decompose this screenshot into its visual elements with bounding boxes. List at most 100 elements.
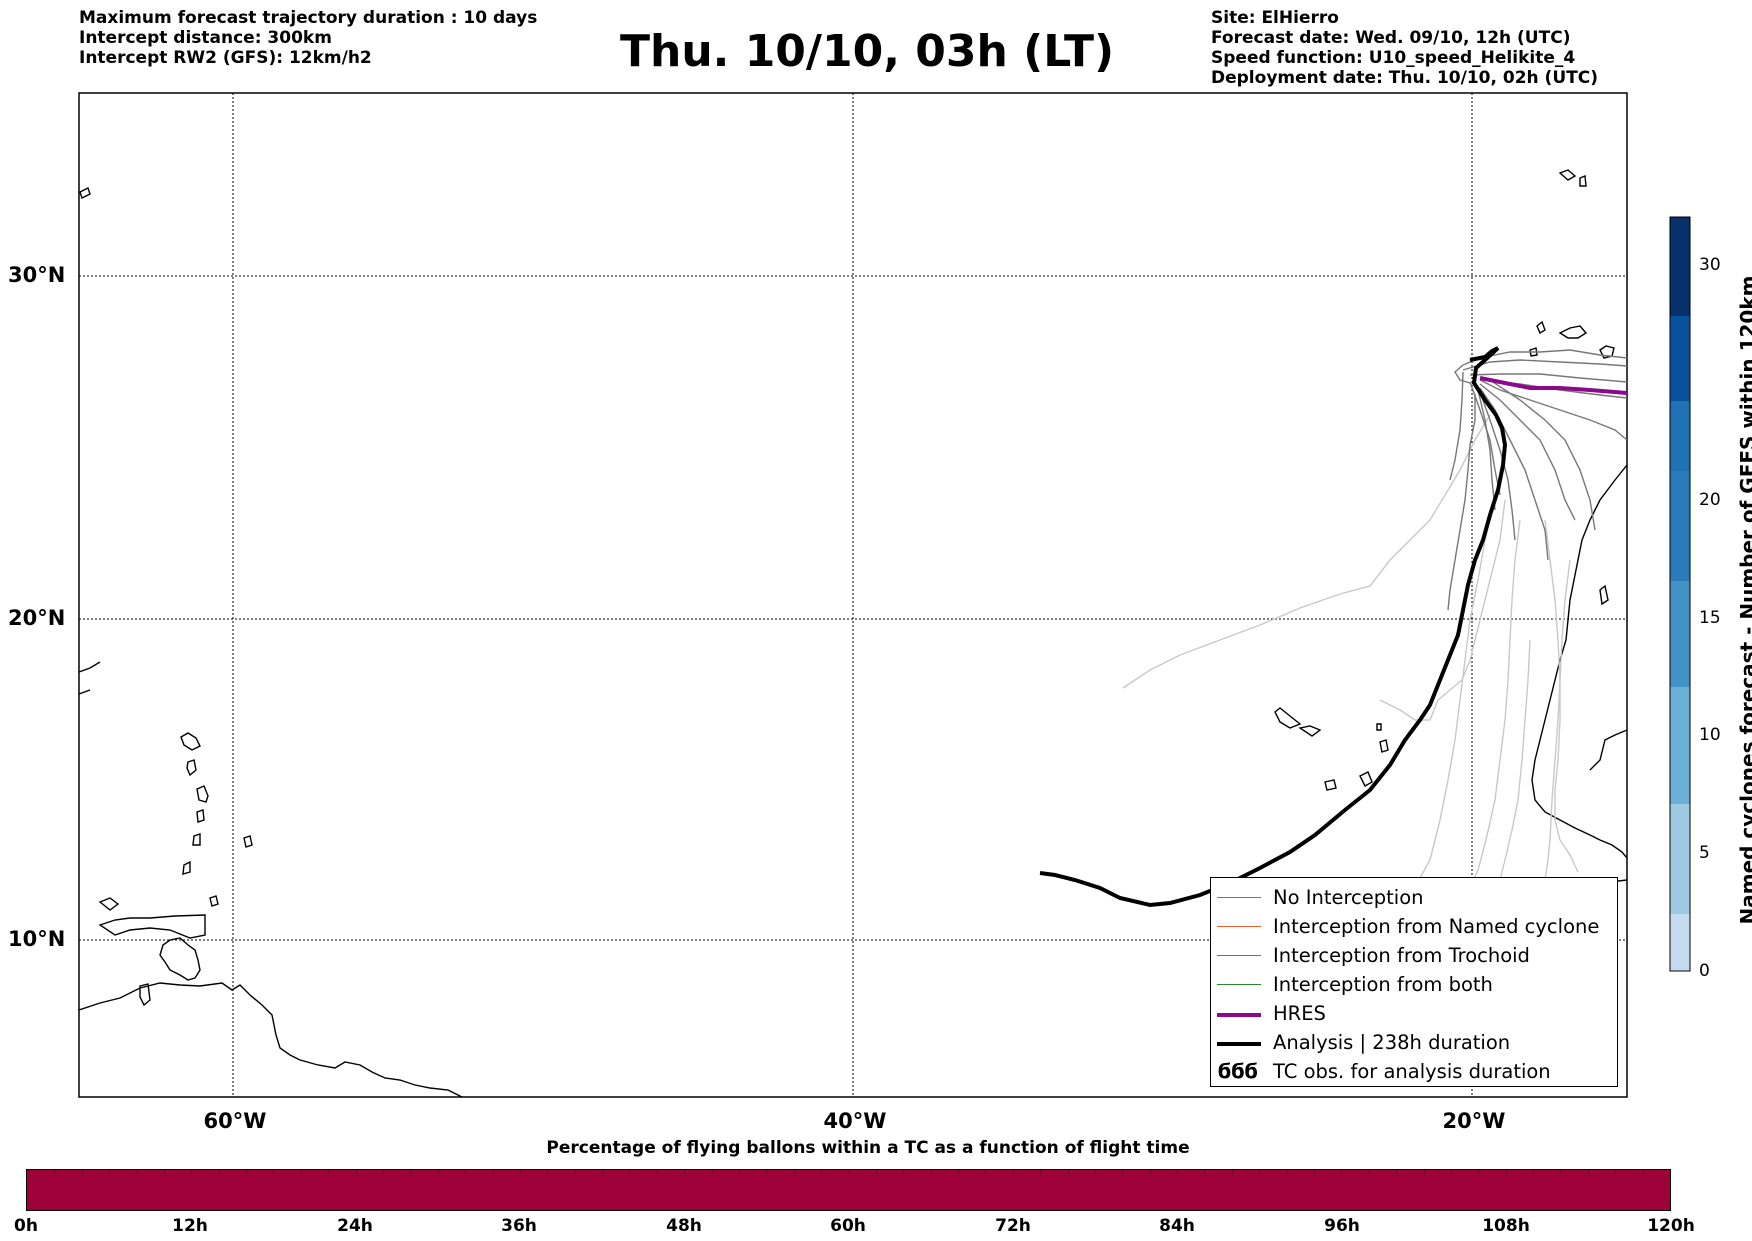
bottom-bar-gridline [602, 1170, 604, 1175]
bottom-bar-gridline [793, 1170, 795, 1175]
lon-label-60w: 60°W [203, 1109, 267, 1133]
info-deployment-date: Deployment date: Thu. 10/10, 02h (UTC) [1211, 68, 1598, 88]
colorbar-tick-30: 30 [1699, 255, 1721, 275]
info-intercept-distance: Intercept distance: 300km [79, 28, 332, 48]
bar-tick-24h: 24h [337, 1216, 373, 1236]
bar-tick-36h: 36h [501, 1216, 537, 1236]
bar-tick-12h: 12h [172, 1216, 208, 1236]
bottom-bar-gridline [1505, 1170, 1507, 1175]
legend-swatch-both [1217, 984, 1261, 985]
info-left-block: Maximum forecast trajectory duration : 1… [79, 8, 537, 68]
bottom-bar-gridline [1012, 1170, 1014, 1175]
bottom-bar-gridline [1423, 1170, 1425, 1175]
legend-swatch-trochoid [1217, 955, 1261, 956]
bottom-bar-gridline [1040, 1170, 1042, 1175]
legend-swatch-named-cyclone [1217, 926, 1261, 927]
bottom-bar-gridline [766, 1170, 768, 1175]
bottom-bar-gridline [821, 1170, 823, 1175]
bottom-bar-gridline [1204, 1170, 1206, 1175]
page-title: Thu. 10/10, 03h (LT) [620, 26, 1115, 77]
bottom-bar-gridline [958, 1170, 960, 1175]
bottom-bar-gridline [218, 1170, 220, 1175]
bottom-bar-gridline [109, 1170, 111, 1175]
bottom-bar-gridline [930, 1170, 932, 1175]
bottom-bar-gridline [547, 1170, 549, 1175]
colorbar-label: Named cyclones forecast - Number of GEFS… [1736, 275, 1752, 925]
lat-label-20n: 20°N [8, 606, 66, 630]
coastlines [79, 169, 1627, 1097]
lon-label-40w: 40°W [823, 1109, 887, 1133]
bottom-bar-gridline [656, 1170, 658, 1175]
legend-item-hres: HRES [1211, 999, 1617, 1028]
bottom-bar-gridline [410, 1170, 412, 1175]
bar-tick-108h: 108h [1482, 1216, 1530, 1236]
bottom-bar-gridline [136, 1170, 138, 1175]
legend-label: TC obs. for analysis duration [1273, 1060, 1551, 1083]
legend-label: Analysis | 238h duration [1273, 1031, 1511, 1054]
analysis-trajectory [1039, 346, 1508, 908]
bottom-bar-gridline [875, 1170, 877, 1175]
info-site: Site: ElHierro [1211, 8, 1339, 28]
info-right-block: Site: ElHierro Forecast date: Wed. 09/10… [1211, 8, 1598, 88]
bottom-bar-gridline [273, 1170, 275, 1175]
colorbar [1669, 216, 1691, 972]
legend-label: Interception from both [1273, 973, 1493, 996]
bar-tick-84h: 84h [1159, 1216, 1195, 1236]
bottom-bar-gridline [1396, 1170, 1398, 1175]
colorbar-tick-15: 15 [1699, 608, 1721, 628]
colorbar-tick-5: 5 [1699, 843, 1710, 863]
bottom-bar-gridline [1314, 1170, 1316, 1175]
legend-item-tc-obs: ϭϭϭ TC obs. for analysis duration [1211, 1057, 1617, 1086]
legend: No Interception Interception from Named … [1210, 877, 1618, 1087]
bottom-bar-gridline [465, 1170, 467, 1175]
info-forecast-date: Forecast date: Wed. 09/10, 12h (UTC) [1211, 28, 1571, 48]
legend-item-named-cyclone: Interception from Named cyclone [1211, 912, 1617, 941]
bottom-bar-gridline [437, 1170, 439, 1175]
lon-label-20w: 20°W [1442, 1109, 1506, 1133]
colorbar-tick-10: 10 [1699, 725, 1721, 745]
bottom-bar-gridline [300, 1170, 302, 1175]
bottom-bar-gridline [1286, 1170, 1288, 1175]
bar-tick-48h: 48h [666, 1216, 702, 1236]
bottom-bar-gridline [738, 1170, 740, 1175]
bottom-bar-gridline [1368, 1170, 1370, 1175]
bottom-bar-gridline [1615, 1170, 1617, 1175]
legend-item-analysis: Analysis | 238h duration [1211, 1028, 1617, 1057]
bottom-bar-gridline [629, 1170, 631, 1175]
legend-item-both: Interception from both [1211, 970, 1617, 999]
info-max-duration: Maximum forecast trajectory duration : 1… [79, 8, 538, 28]
legend-label: Interception from Trochoid [1273, 944, 1530, 967]
bottom-bar-gridline [1177, 1170, 1179, 1175]
bottom-bar-gridline [1642, 1170, 1644, 1175]
legend-swatch-hres [1217, 1013, 1261, 1017]
colorbar-tick-0: 0 [1699, 961, 1710, 981]
bottom-bar-gridline [711, 1170, 713, 1175]
bar-tick-72h: 72h [995, 1216, 1031, 1236]
legend-label: HRES [1273, 1002, 1326, 1025]
legend-item-trochoid: Interception from Trochoid [1211, 941, 1617, 970]
bottom-bar-gridline [81, 1170, 83, 1175]
bottom-bar-gridline [54, 1170, 56, 1175]
tc-obs-icon: ϭϭϭ [1217, 1059, 1258, 1083]
bottom-bar-gridline [492, 1170, 494, 1175]
bar-tick-120h: 120h [1647, 1216, 1695, 1236]
bottom-bar-gridline [1122, 1170, 1124, 1175]
bottom-bar-gridline [1450, 1170, 1452, 1175]
info-speed-function: Speed function: U10_speed_Helikite_4 [1211, 48, 1576, 68]
bar-tick-0h: 0h [14, 1216, 38, 1236]
bottom-bar-gridline [1533, 1170, 1535, 1175]
bottom-bar-gridline [574, 1170, 576, 1175]
lat-label-10n: 10°N [8, 927, 66, 951]
ensemble-trajectories-light [1122, 414, 1579, 889]
legend-label: No Interception [1273, 886, 1424, 909]
legend-label: Interception from Named cyclone [1273, 915, 1600, 938]
bottom-bar-gridline [1231, 1170, 1233, 1175]
bottom-bar-gridline [246, 1170, 248, 1175]
bottom-bar-gridline [1341, 1170, 1343, 1175]
legend-item-no-interception: No Interception [1211, 883, 1617, 912]
bottom-bar-gridline [519, 1170, 521, 1175]
lat-label-30n: 30°N [8, 263, 66, 287]
bottom-bar-gridline [985, 1170, 987, 1175]
bottom-bar-gridline [163, 1170, 165, 1175]
bottom-bar-gridline [1067, 1170, 1069, 1175]
